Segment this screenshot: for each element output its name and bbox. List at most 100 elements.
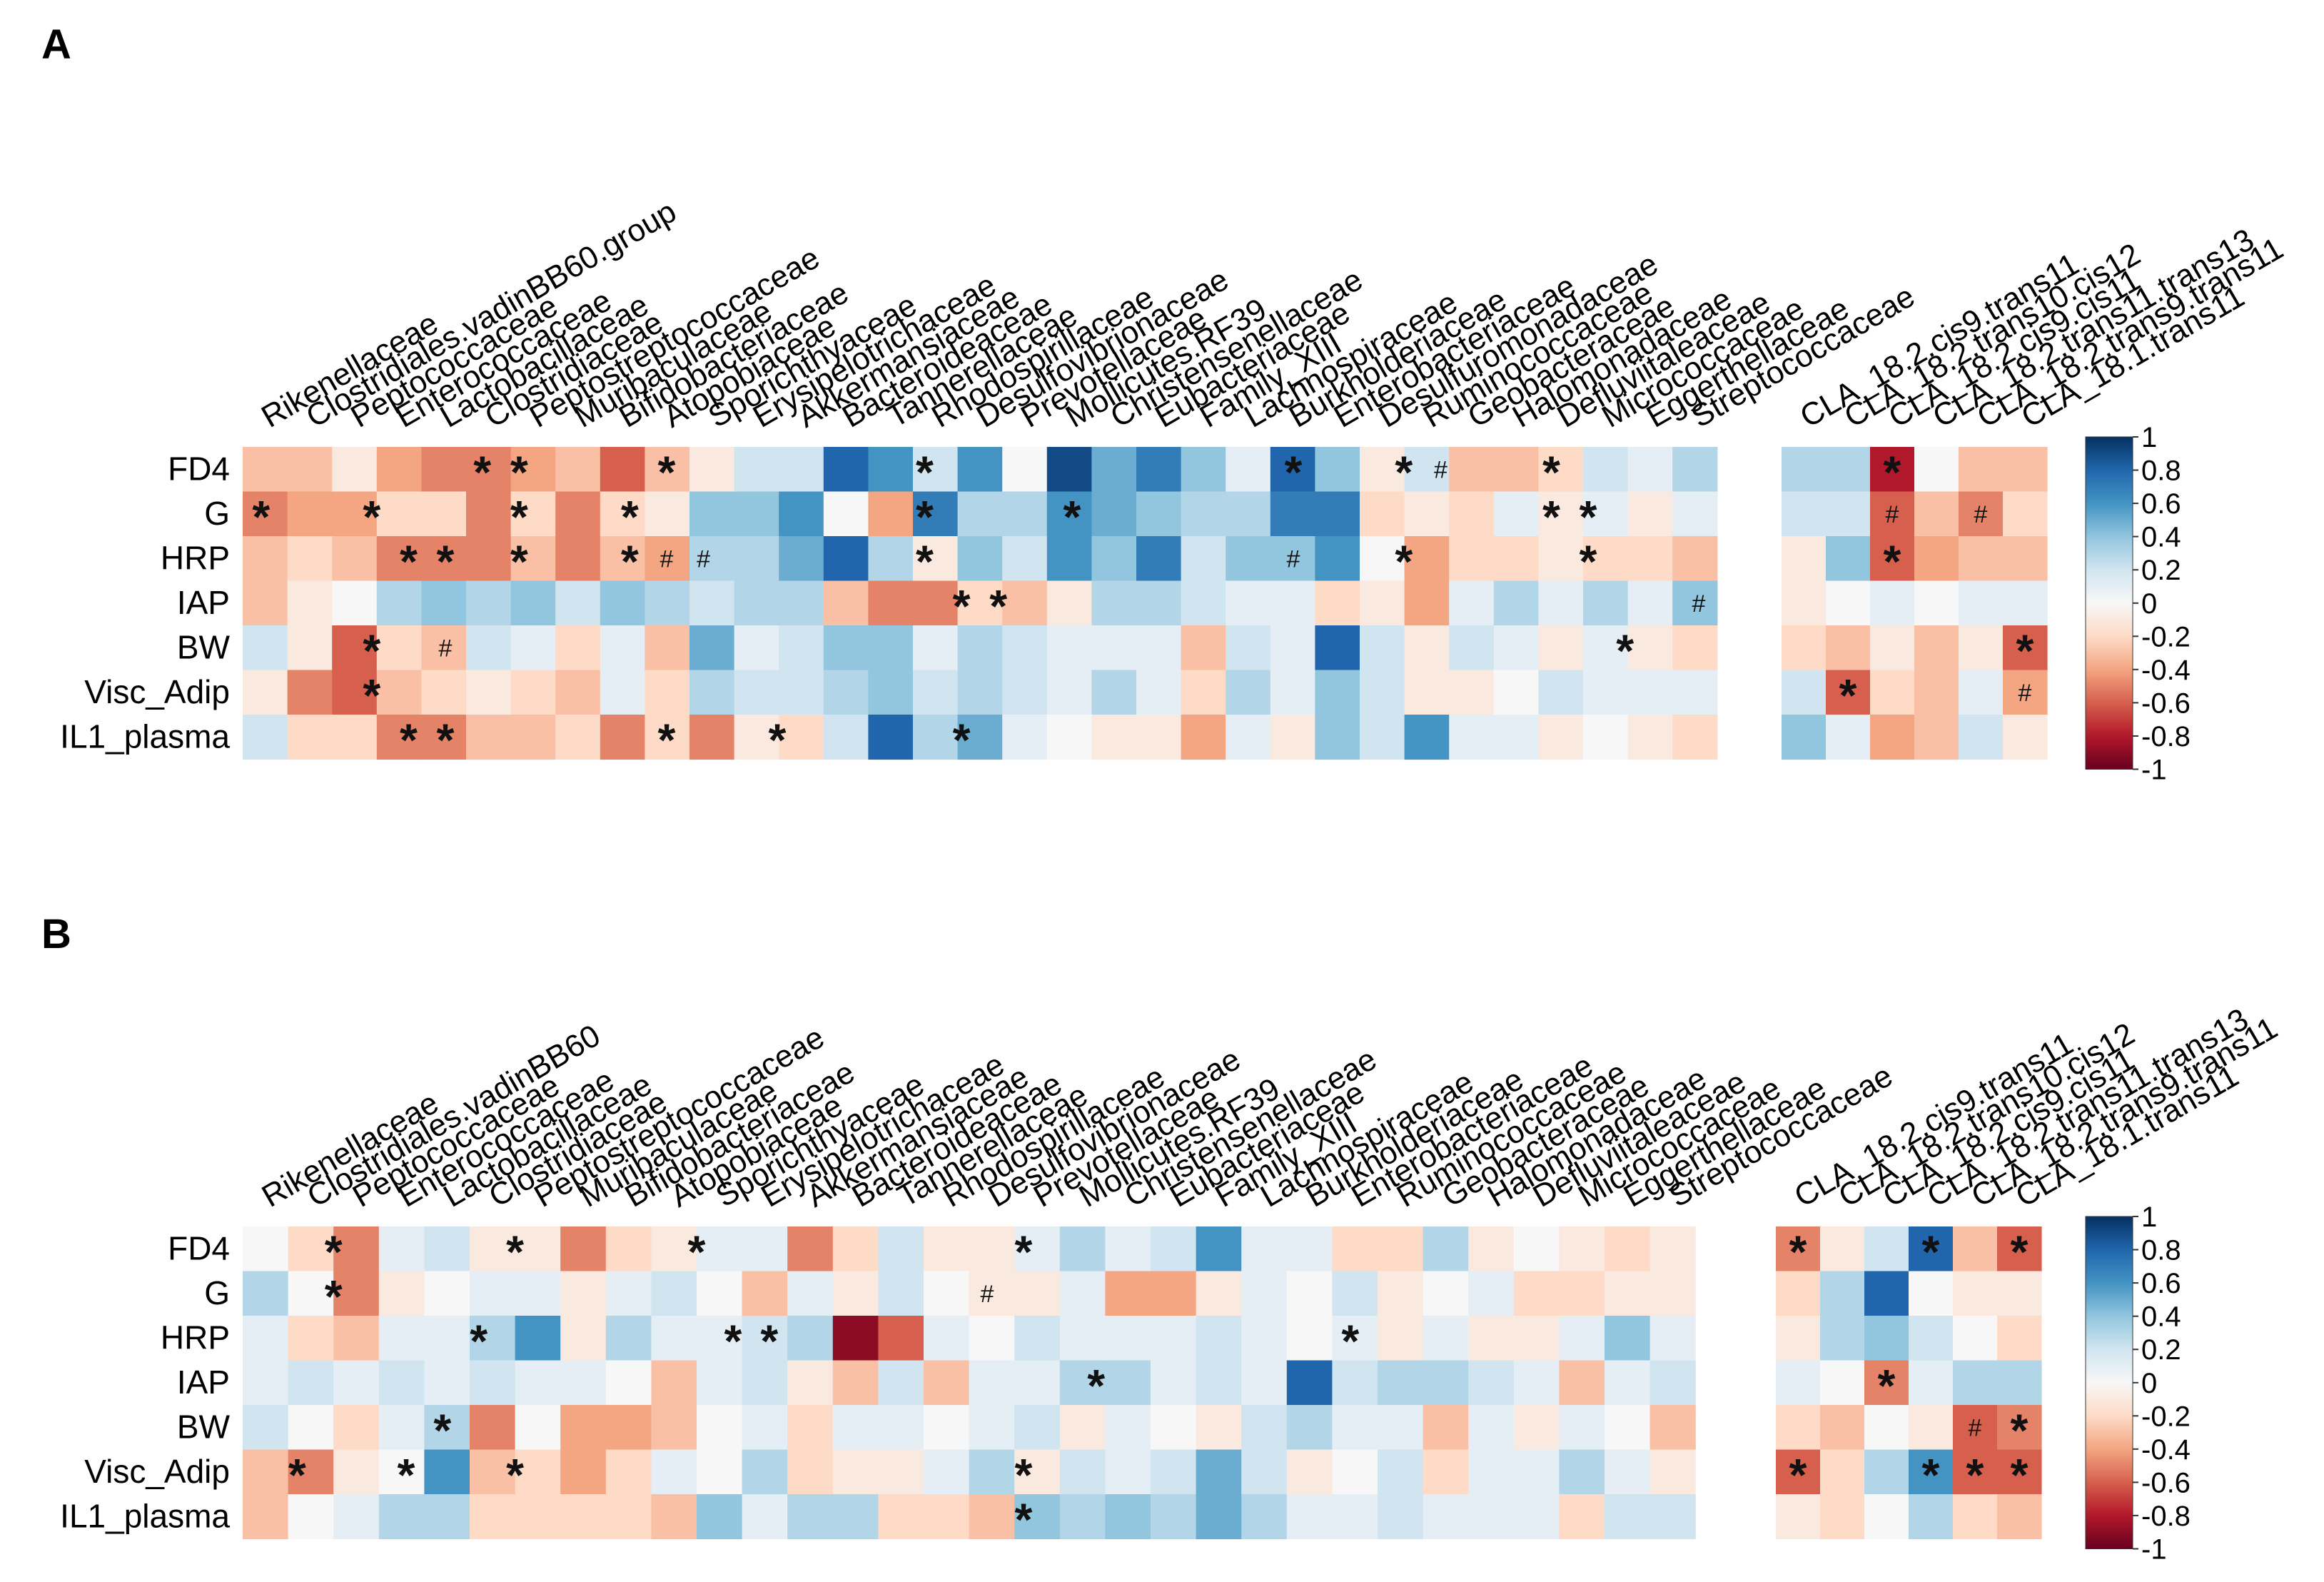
heatmap-cell xyxy=(243,1405,289,1451)
heatmap-cell xyxy=(868,580,914,626)
heatmap-cell xyxy=(1091,447,1137,493)
heatmap-cell xyxy=(515,1494,561,1540)
heatmap-cell xyxy=(1404,580,1450,626)
heatmap-cell xyxy=(1151,1449,1197,1495)
heatmap-cell-cla xyxy=(1820,1271,1865,1316)
heatmap-cell xyxy=(1627,491,1673,537)
heatmap-cell xyxy=(560,1316,607,1361)
heatmap-cell xyxy=(689,670,735,715)
asterisk-mark: * xyxy=(1395,446,1413,498)
heatmap-cell xyxy=(1059,1316,1106,1361)
heatmap-cell xyxy=(1493,491,1539,537)
heatmap-cell xyxy=(1091,715,1137,760)
heatmap-cell xyxy=(1360,536,1405,582)
legend-tick-label: 1 xyxy=(2141,422,2157,453)
asterisk-mark: * xyxy=(510,491,528,543)
heatmap-cell xyxy=(555,536,601,582)
heatmap-cell-cla xyxy=(1826,670,1871,715)
heatmap-cell xyxy=(1672,670,1718,715)
heatmap-cell xyxy=(734,715,779,760)
hash-mark: # xyxy=(2019,680,2032,707)
heatmap-cell xyxy=(1583,715,1629,760)
heatmap-cell-cla xyxy=(1959,625,2004,671)
asterisk-mark: * xyxy=(1014,1449,1032,1501)
heatmap-cell xyxy=(697,1316,743,1361)
asterisk-mark: * xyxy=(1014,1493,1032,1545)
heatmap-cell xyxy=(1538,491,1584,537)
heatmap-cell-cla xyxy=(1909,1271,1954,1316)
heatmap-cell xyxy=(1404,670,1450,715)
heatmap-cell-cla xyxy=(1870,625,1915,671)
legend-tick-label: 0.6 xyxy=(2141,1268,2181,1299)
heatmap-cell xyxy=(1513,1316,1560,1361)
asterisk-mark: * xyxy=(989,580,1007,632)
asterisk-mark: * xyxy=(252,491,270,543)
heatmap-cell xyxy=(421,536,467,582)
heatmap-cell xyxy=(424,1316,470,1361)
heatmap-cell xyxy=(1315,670,1360,715)
legend-tick-label: -0.4 xyxy=(2141,1434,2191,1466)
hash-mark: # xyxy=(981,1281,994,1308)
heatmap-cell-cla xyxy=(1909,1449,1954,1495)
heatmap-cell-cla xyxy=(1782,491,1827,537)
heatmap-cell xyxy=(555,670,601,715)
heatmap-cell xyxy=(555,715,601,760)
heatmap-cell xyxy=(823,536,869,582)
heatmap-cell xyxy=(969,1271,1015,1316)
heatmap-cell xyxy=(1046,536,1092,582)
heatmap-cell-cla xyxy=(1864,1316,1909,1361)
asterisk-mark: * xyxy=(621,491,639,543)
heatmap-cell xyxy=(1627,580,1673,626)
heatmap-cell-cla xyxy=(1959,447,2004,493)
heatmap-cell-cla xyxy=(1864,1271,1909,1316)
heatmap-cell xyxy=(1091,670,1137,715)
heatmap-cell xyxy=(1538,447,1584,493)
row-label: IAP xyxy=(177,1364,230,1401)
color-legend-bar xyxy=(2085,1216,2133,1549)
heatmap-cell xyxy=(1014,1226,1061,1272)
heatmap-cell-cla xyxy=(1776,1271,1821,1316)
heatmap-cell-cla xyxy=(1914,536,1959,582)
heatmap-cell-cla xyxy=(1782,447,1827,493)
heatmap-cell xyxy=(1151,1271,1197,1316)
legend-tick-label: 0.4 xyxy=(2141,1301,2181,1333)
heatmap-cell xyxy=(823,715,869,760)
heatmap-cell xyxy=(913,580,959,626)
heatmap-cell xyxy=(645,447,690,493)
heatmap-cell xyxy=(1315,536,1360,582)
heatmap-cell xyxy=(1105,1405,1151,1451)
asterisk-mark: * xyxy=(1542,446,1560,498)
heatmap-cell xyxy=(924,1405,970,1451)
heatmap-cell xyxy=(1360,491,1405,537)
row-label: G xyxy=(204,495,230,532)
heatmap-cell xyxy=(969,1405,1015,1451)
heatmap-cell xyxy=(1181,536,1226,582)
heatmap-cell xyxy=(243,715,288,760)
heatmap-cell xyxy=(1226,580,1271,626)
heatmap-cell xyxy=(832,1271,879,1316)
heatmap-cell xyxy=(868,715,914,760)
heatmap-cell xyxy=(734,491,779,537)
heatmap-cell xyxy=(742,1271,788,1316)
heatmap-cell xyxy=(651,1494,697,1540)
heatmap-cell xyxy=(243,1316,289,1361)
heatmap-cell xyxy=(924,1271,970,1316)
asterisk-mark: * xyxy=(953,714,971,765)
heatmap-cell xyxy=(957,491,1003,537)
heatmap-cell xyxy=(287,715,333,760)
heatmap-cell xyxy=(1226,447,1271,493)
heatmap-cell xyxy=(1672,715,1718,760)
heatmap-cell-cla xyxy=(1776,1360,1821,1406)
heatmap-cell-cla xyxy=(1953,1271,1998,1316)
heatmap-cell xyxy=(734,536,779,582)
heatmap-cell xyxy=(957,715,1003,760)
heatmap-cell xyxy=(555,447,601,493)
heatmap-cell-cla xyxy=(1776,1449,1821,1495)
heatmap-cell xyxy=(1378,1226,1424,1272)
heatmap-cell xyxy=(1105,1271,1151,1316)
heatmap-cell-cla xyxy=(1776,1316,1821,1361)
heatmap-cell xyxy=(243,1449,289,1495)
heatmap-cell xyxy=(600,491,645,537)
heatmap-cell xyxy=(376,715,422,760)
